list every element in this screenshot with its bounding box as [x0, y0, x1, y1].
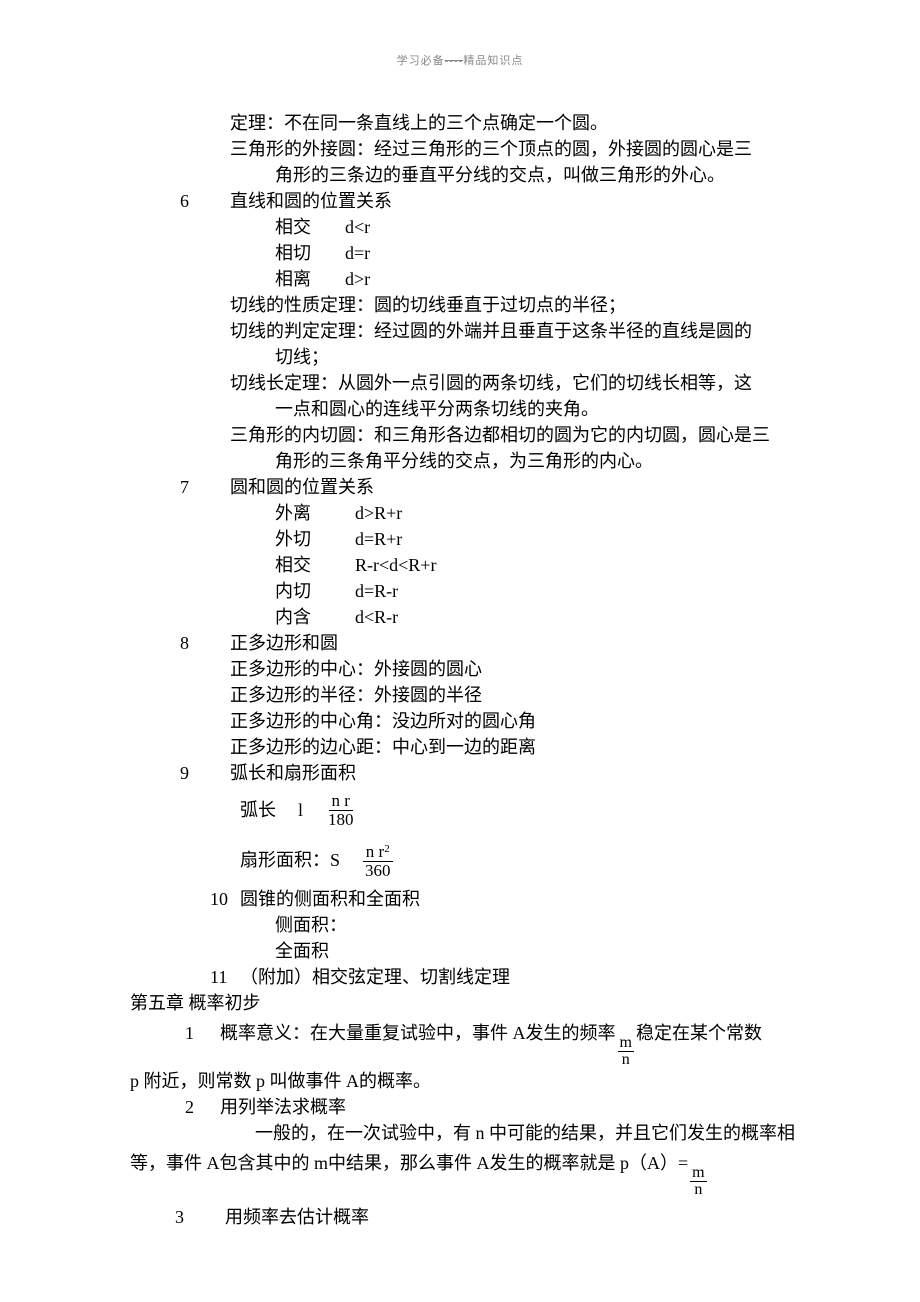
document-body: 定理：不在同一条直线上的三个点确定一个圆。 三角形的外接圆：经过三角形的三个顶点… — [130, 110, 810, 1230]
s6-p4: 三角形的内切圆：和三角形各边都相切的圆为它的内切圆，圆心是三 — [130, 422, 810, 448]
c2-title-line: 2用列举法求概率 — [130, 1094, 810, 1120]
section-8: 8正多边形和圆 — [130, 630, 810, 656]
section-10-title: 圆锥的侧面积和全面积 — [240, 889, 420, 909]
arc-length-formula: 弧长 l n r 180 — [130, 786, 810, 834]
c1-num: 1 — [185, 1016, 220, 1050]
s6-p1: 切线的性质定理：圆的切线垂直于过切点的半径； — [130, 292, 810, 318]
c1-frac: mn — [618, 1035, 634, 1068]
header-right: 精品知识点 — [463, 55, 523, 67]
c2-num: 2 — [185, 1094, 220, 1120]
c2-title: 用列举法求概率 — [220, 1097, 346, 1117]
section-6-title: 直线和圆的位置关系 — [230, 191, 392, 211]
section-6: 6直线和圆的位置关系 — [130, 188, 810, 214]
s7-rel-3: 相交R-r<d<R+r — [130, 552, 810, 578]
sector-area-formula: 扇形面积： S n r2 360 — [130, 834, 810, 886]
section-11-num: 11 — [210, 964, 240, 990]
s7-rel-4: 内切d=R-r — [130, 578, 810, 604]
s8-p2: 正多边形的半径：外接圆的半径 — [130, 682, 810, 708]
s8-p3: 正多边形的中心角：没边所对的圆心角 — [130, 708, 810, 734]
sector-fraction: n r2 360 — [362, 840, 394, 880]
section-8-title: 正多边形和圆 — [230, 633, 338, 653]
s8-p4: 正多边形的边心距：中心到一边的距离 — [130, 734, 810, 760]
s6-p3: 切线长定理：从圆外一点引圆的两条切线，它们的切线长相等，这 — [130, 370, 810, 396]
c2-p1: 一般的，在一次试验中，有 n 中可能的结果，并且它们发生的概率相 — [130, 1120, 810, 1146]
s7-rel-2: 外切d=R+r — [130, 526, 810, 552]
c2-frac: mn — [690, 1165, 706, 1198]
s8-p1: 正多边形的中心：外接圆的圆心 — [130, 656, 810, 682]
section-7: 7圆和圆的位置关系 — [130, 474, 810, 500]
section-7-title: 圆和圆的位置关系 — [230, 477, 374, 497]
s6-rel-3: 相离d>r — [130, 266, 810, 292]
c2-p2: 等，事件 A包含其中的 m中结果，那么事件 A发生的概率就是 p（A）=mn — [130, 1146, 810, 1198]
s7-rel-5: 内含d<R-r — [130, 604, 810, 630]
c1-line2: p 附近，则常数 p 叫做事件 A的概率。 — [130, 1068, 810, 1094]
section-9: 9弧长和扇形面积 — [130, 760, 810, 786]
s10-p2: 全面积 — [130, 938, 810, 964]
s6-p4b: 角形的三条角平分线的交点，为三角形的内心。 — [130, 448, 810, 474]
s6-rel-2: 相切d=r — [130, 240, 810, 266]
chapter-5-title: 第五章 概率初步 — [130, 990, 810, 1016]
section-6-num: 6 — [180, 188, 230, 214]
header-sep: ---- — [445, 55, 464, 67]
section-8-num: 8 — [180, 630, 230, 656]
triangle-circum-2: 角形的三条边的垂直平分线的交点，叫做三角形的外心。 — [130, 162, 810, 188]
s6-p2: 切线的判定定理：经过圆的外端并且垂直于这条半径的直线是圆的 — [130, 318, 810, 344]
section-11: 11（附加）相交弦定理、切割线定理 — [130, 964, 810, 990]
theorem-line: 定理：不在同一条直线上的三个点确定一个圆。 — [130, 110, 810, 136]
section-11-title: （附加）相交弦定理、切割线定理 — [240, 967, 510, 987]
page-header: 学习必备----精品知识点 — [0, 52, 920, 68]
s6-p3b: 一点和圆心的连线平分两条切线的夹角。 — [130, 396, 810, 422]
arc-fraction: n r 180 — [325, 792, 357, 829]
c1-line1: 1概率意义：在大量重复试验中，事件 A发生的频率mn稳定在某个常数 — [130, 1016, 810, 1068]
section-10: 10圆锥的侧面积和全面积 — [130, 886, 810, 912]
section-9-num: 9 — [180, 760, 230, 786]
triangle-circum-1: 三角形的外接圆：经过三角形的三个顶点的圆，外接圆的圆心是三 — [130, 136, 810, 162]
c3-line: 3用频率去估计概率 — [130, 1204, 810, 1230]
section-7-num: 7 — [180, 474, 230, 500]
header-left: 学习必备 — [397, 55, 445, 67]
s6-rel-1: 相交d<r — [130, 214, 810, 240]
section-9-title: 弧长和扇形面积 — [230, 763, 356, 783]
s7-rel-1: 外离d>R+r — [130, 500, 810, 526]
c3-num: 3 — [175, 1204, 225, 1230]
section-10-num: 10 — [210, 886, 240, 912]
s6-p2b: 切线； — [130, 344, 810, 370]
c3-title: 用频率去估计概率 — [225, 1207, 369, 1227]
s10-p1: 侧面积： — [130, 912, 810, 938]
